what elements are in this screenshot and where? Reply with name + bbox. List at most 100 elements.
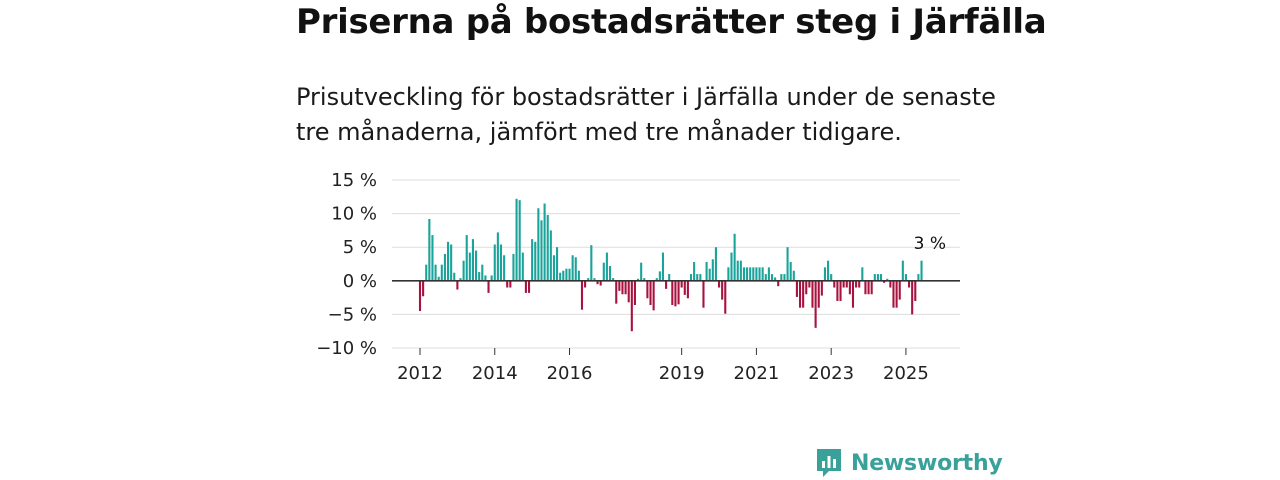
bar (468, 252, 471, 281)
bar (755, 267, 758, 281)
bar (736, 260, 739, 281)
bar (873, 274, 876, 281)
bar (876, 274, 879, 281)
bar (848, 280, 851, 295)
bar (608, 266, 612, 281)
bar (515, 198, 518, 281)
x-tick-label: 2019 (659, 363, 705, 384)
bar (621, 280, 624, 295)
brand-logo[interactable]: Newsworthy (815, 446, 1003, 480)
bar (633, 280, 636, 305)
bar (836, 280, 839, 301)
bar (658, 271, 661, 281)
bar (668, 274, 671, 281)
bar (774, 277, 777, 281)
x-tick-label: 2025 (883, 363, 929, 384)
bar (777, 280, 780, 287)
bar (543, 203, 546, 281)
bar (693, 261, 696, 281)
bar (646, 280, 649, 299)
bar (537, 208, 540, 281)
bar (434, 264, 437, 281)
bar (914, 280, 917, 301)
bar (761, 267, 764, 281)
bar (425, 264, 428, 281)
bar (767, 267, 770, 281)
bar (792, 270, 795, 281)
bar (499, 244, 503, 281)
bar (724, 280, 727, 314)
bar (587, 278, 590, 281)
bar (855, 280, 858, 288)
y-tick-label: 15 % (331, 170, 377, 191)
bar (471, 239, 474, 281)
x-tick-label: 2012 (397, 363, 443, 384)
bar (531, 239, 534, 281)
bar (506, 280, 509, 288)
chart-subtitle: Prisutveckling för bostadsrätter i Järfä… (296, 83, 996, 146)
bar (428, 218, 431, 281)
bar (456, 280, 459, 290)
bar (883, 280, 886, 283)
bar (484, 275, 487, 281)
bar (711, 259, 714, 281)
bar (895, 280, 898, 308)
bar (618, 280, 621, 291)
bar (870, 280, 873, 295)
bar (795, 280, 798, 297)
bar (671, 280, 674, 305)
bar (450, 244, 453, 281)
bar (830, 274, 833, 281)
x-axis: 2012 2014 2016 2019 2021 2023 2025 (397, 348, 929, 384)
bar (674, 280, 677, 307)
bar (552, 255, 555, 281)
y-tick-label: 5 % (343, 237, 377, 258)
bar (584, 280, 587, 288)
bar (749, 267, 752, 281)
bar (549, 230, 552, 281)
bar (612, 278, 615, 281)
bar (814, 280, 817, 328)
bar (827, 260, 830, 281)
bar (593, 278, 596, 281)
bar (568, 268, 571, 281)
bar (908, 280, 911, 288)
bar (879, 274, 883, 281)
bar (655, 278, 658, 281)
bar (518, 200, 521, 281)
bar (708, 268, 711, 281)
bar (689, 274, 693, 281)
bar (481, 264, 484, 281)
bar (802, 280, 805, 308)
bar (465, 235, 468, 281)
bar (892, 280, 895, 308)
bar (640, 262, 643, 281)
bar (911, 280, 914, 315)
bar (705, 261, 708, 281)
bar (493, 244, 496, 281)
bar (699, 274, 702, 281)
bar (677, 280, 680, 305)
bar (730, 252, 733, 281)
bar (833, 280, 836, 288)
bar (742, 267, 746, 281)
brand-name: Newsworthy (851, 450, 1003, 476)
bar (490, 275, 493, 281)
bar (702, 280, 705, 308)
bar (590, 245, 593, 281)
bar (851, 280, 855, 308)
bar (901, 260, 904, 281)
bar (487, 280, 490, 293)
bar (627, 280, 630, 303)
bar (571, 255, 574, 281)
y-tick-label: 0 % (343, 271, 377, 292)
bar (783, 274, 786, 281)
bar (527, 280, 531, 293)
bar (565, 268, 568, 281)
bar (503, 255, 506, 281)
bar (643, 278, 646, 281)
bar (475, 250, 478, 281)
y-tick-label: −10 % (316, 338, 377, 359)
y-tick-label: 10 % (331, 204, 377, 225)
bar (574, 257, 577, 281)
